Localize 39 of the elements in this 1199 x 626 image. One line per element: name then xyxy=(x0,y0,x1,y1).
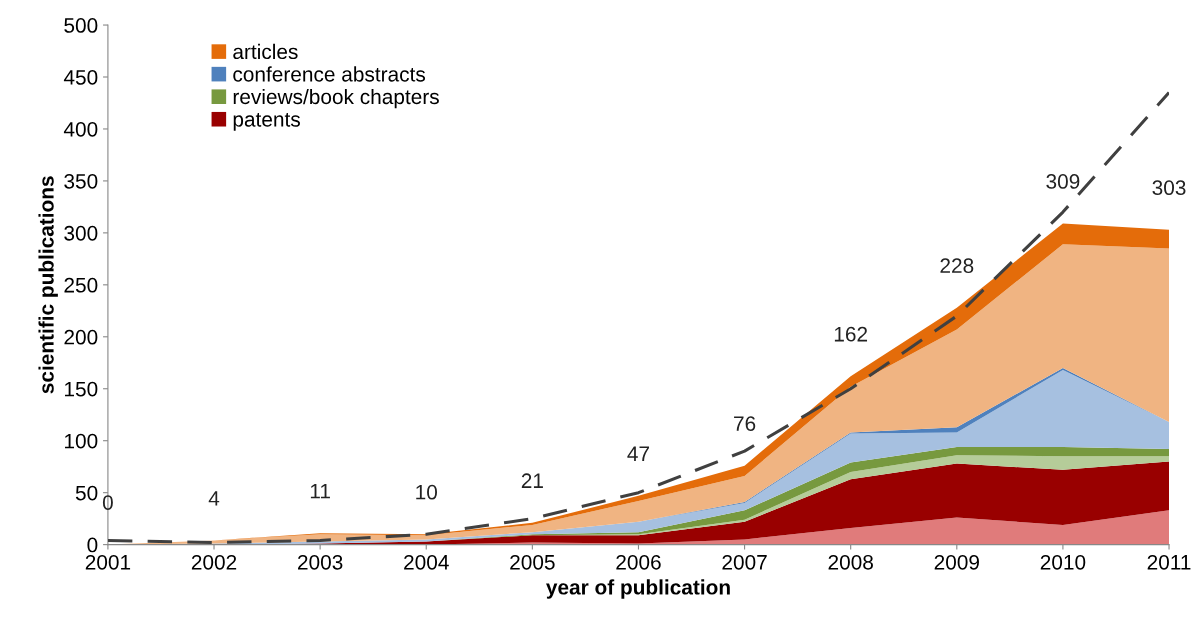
total-label: 309 xyxy=(1046,174,1080,189)
total-label: 47 xyxy=(627,446,650,461)
legend-label: reviews/book chapters xyxy=(233,88,439,109)
x-tick-label: 2010 xyxy=(1040,554,1086,570)
y-tick-label: 250 xyxy=(64,277,98,293)
y-tick-label: 200 xyxy=(64,329,98,345)
x-tick-label: 2004 xyxy=(404,554,449,570)
x-tick-label: 2007 xyxy=(722,554,767,570)
total-label: 0 xyxy=(102,495,113,510)
y-tick-label: 300 xyxy=(64,225,98,241)
legend-label: articles xyxy=(233,43,298,60)
y-tick-label: 350 xyxy=(64,173,98,189)
total-label: 162 xyxy=(834,326,868,342)
x-tick-label: 2003 xyxy=(298,554,343,570)
total-label: 4 xyxy=(208,491,220,506)
y-tick-label: 500 xyxy=(64,18,98,33)
total-label: 228 xyxy=(940,258,974,274)
total-label: 21 xyxy=(521,473,543,488)
legend-label: patents xyxy=(233,113,300,131)
y-tick-label: 400 xyxy=(63,121,98,137)
x-tick-label: 2009 xyxy=(934,554,979,570)
y-axis-title: scientific publications xyxy=(38,176,58,394)
total-label: 76 xyxy=(734,416,756,431)
y-tick-label: 50 xyxy=(75,485,98,501)
y-tick-label: 100 xyxy=(65,433,98,449)
x-tick-label: 2006 xyxy=(616,554,661,570)
total-label: 303 xyxy=(1152,180,1186,196)
x-axis-title: year of publication xyxy=(546,579,730,599)
x-tick-label: 2011 xyxy=(1147,554,1191,570)
total-label: 11 xyxy=(310,483,330,499)
x-tick-label: 2005 xyxy=(510,554,555,570)
legend-label: conference abstracts xyxy=(233,66,426,82)
y-tick-label: 450 xyxy=(63,70,98,85)
x-tick-label: 2001 xyxy=(85,554,131,570)
x-tick-label: 2002 xyxy=(191,554,237,570)
y-tick-label: 150 xyxy=(65,381,98,397)
x-tick-label: 2008 xyxy=(828,554,873,570)
y-tick-label: 0 xyxy=(87,537,98,553)
total-label: 10 xyxy=(416,484,438,500)
